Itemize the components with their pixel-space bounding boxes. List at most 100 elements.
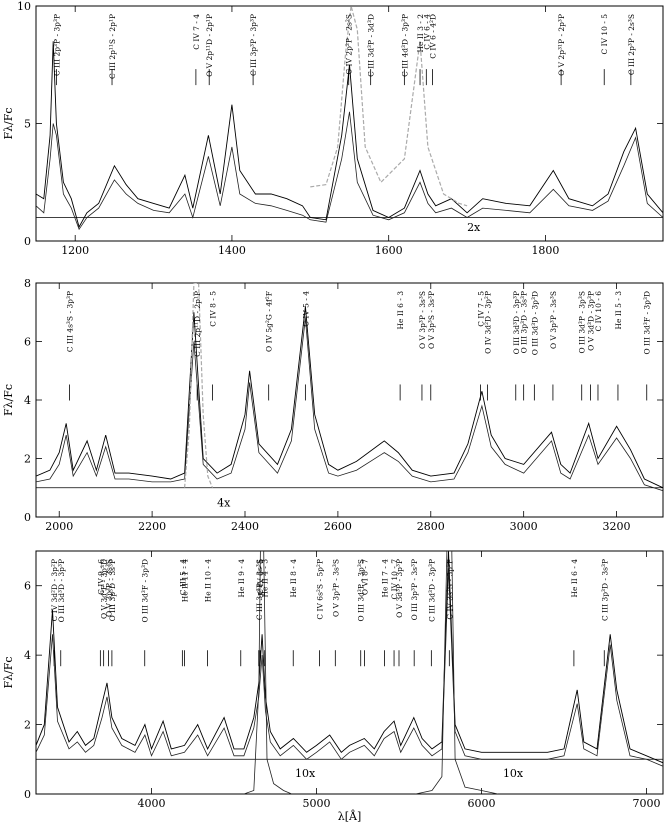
- y-tick-label: 10: [17, 0, 31, 13]
- line-annotation: O III 3d³D - 3p³D: [530, 291, 539, 355]
- line-annotation: C IV 10 - 6: [594, 291, 603, 332]
- line-annotation: C IV 6 - 4: [422, 14, 431, 50]
- line-annotation: O V 3d³P - 3p³P: [395, 559, 404, 618]
- y-tick-label: 0: [24, 788, 31, 801]
- series-line-1: [36, 318, 663, 492]
- line-annotation: C IV 7 - 4: [192, 14, 201, 50]
- series-line-2: [184, 283, 214, 489]
- line-annotation: He II 3 - 2: [416, 14, 425, 53]
- line-annotation: O V 3p³P - 3s³S: [331, 559, 340, 617]
- line-annotation: O V 3p³P - 3s³S: [105, 559, 114, 617]
- scale-note: 10x: [295, 767, 316, 780]
- scale-note: 4x: [217, 496, 231, 509]
- line-annotation: O V 2p³¹P - 2p³P: [557, 14, 566, 76]
- line-annotation: C III 3p³P - 3s³S: [255, 559, 264, 620]
- line-annotation: C IV 3s²S - 3p²P: [445, 559, 454, 620]
- series-line-2: [243, 551, 292, 794]
- line-annotation: He II 11 - 4: [181, 559, 190, 603]
- line-annotation: C III 5 - 4: [178, 559, 187, 595]
- y-axis-label: Fλ/Fc: [2, 656, 15, 688]
- line-annotation: C IV 10 - 7: [390, 559, 399, 600]
- x-tick-label: 4000: [138, 797, 166, 810]
- x-tick-label: 3200: [603, 520, 631, 533]
- scale-note: 2x: [467, 221, 481, 234]
- line-annotation: O V 3d³F - 3p³D: [100, 559, 109, 619]
- line-annotation: He II 10 - 4: [203, 559, 212, 603]
- line-annotation: C IV 7 - 5: [476, 291, 485, 327]
- x-axis-label: λ[Å]: [338, 809, 362, 823]
- y-tick-label: 4: [24, 649, 31, 662]
- line-annotation: C III 2p¹¹S - 2p¹P: [108, 14, 117, 79]
- y-tick-label: 4: [24, 394, 31, 407]
- x-tick-label: 3000: [510, 520, 538, 533]
- line-annotation: O III 3p³D - 3s³P: [108, 559, 117, 621]
- line-annotation: O V 3d³D - 3p³P: [587, 291, 596, 351]
- line-annotation: O IV 5g²G - 4f²F: [265, 291, 274, 352]
- line-annotation: O III 3d³D - 3p³P: [57, 559, 66, 622]
- line-annotation: He II 7 - 4: [380, 559, 389, 598]
- line-annotation: O V 2p¹¹D - 2p¹P: [205, 14, 214, 77]
- x-tick-label: 7000: [633, 797, 661, 810]
- x-tick-label: 1800: [531, 244, 559, 257]
- line-annotation: C IV 5 - 4: [301, 291, 310, 327]
- line-annotation: He II 6 - 4: [570, 559, 579, 598]
- line-annotation: O III 3d³P - 3p³S: [578, 291, 587, 353]
- y-tick-label: 8: [24, 277, 31, 290]
- line-annotation: He II 4 - 3: [261, 559, 270, 598]
- x-tick-label: 1400: [218, 244, 246, 257]
- line-annotation: O III 3d³F - 3p³D: [643, 291, 652, 354]
- line-annotation: He II 6 - 3: [396, 291, 405, 330]
- x-tick-label: 2200: [138, 520, 166, 533]
- series-line-0: [36, 306, 663, 489]
- line-annotation: C IV 6 - 5: [256, 559, 265, 595]
- scale-note: 10x: [503, 767, 524, 780]
- x-tick-label: 2000: [45, 520, 73, 533]
- line-annotation: O V 3p³P - 3s³S: [549, 291, 558, 349]
- x-tick-label: 1600: [375, 244, 403, 257]
- line-annotation: O III 3d³P - 3p³S: [357, 559, 366, 621]
- line-annotation: O III 3d³D - 3p³P: [512, 291, 521, 354]
- x-tick-label: 2400: [231, 520, 259, 533]
- x-tick-label: 1200: [61, 244, 89, 257]
- y-axis-label: Fλ/Fc: [2, 107, 15, 139]
- y-axis-label: Fλ/Fc: [2, 384, 15, 416]
- line-annotation: He II 5 - 3: [614, 291, 623, 330]
- y-tick-label: 6: [24, 336, 31, 349]
- x-tick-label: 6000: [468, 797, 496, 810]
- line-annotation: C III 3d³P - 3d³D: [367, 14, 376, 77]
- y-tick-label: 0: [24, 511, 31, 524]
- line-annotation: C IV 2p²P - 2s²S: [345, 14, 354, 75]
- line-annotation: O V 3p³P - 3s³S: [418, 291, 427, 349]
- series-line-3: [415, 551, 499, 794]
- line-annotation: C IV 6 - 4²D: [429, 14, 438, 59]
- line-annotation: C III 2p³P - 3p³P: [52, 14, 61, 76]
- line-annotation: O VI 8 - 7: [361, 559, 370, 595]
- line-annotation: C III 4s³S - 3p³P: [65, 291, 74, 352]
- y-tick-label: 5: [24, 118, 31, 131]
- x-tick-label: 2600: [324, 520, 352, 533]
- plot-frame: [35, 550, 664, 795]
- line-annotation: C IV 6s²S - 5p²P: [315, 559, 324, 620]
- plot-frame: [35, 282, 664, 518]
- line-annotation: O III 3p³D - 3s³P: [520, 291, 529, 353]
- line-annotation: C III 3p³P - 3p³P: [249, 14, 258, 76]
- series-line-0: [36, 41, 663, 229]
- line-annotation: C III 2p¹¹D - 2p¹P: [193, 291, 202, 357]
- panel-bottom: 4000 5000 6000 7000 0 2 4 6 Fλ/Fc λ[Å] 10x 10x C IV …: [2, 550, 664, 823]
- y-tick-label: 2: [24, 453, 31, 466]
- line-annotation: C III 2p³P - 2s³S: [627, 14, 636, 75]
- line-annotation: O III 3d³F - 3p³D: [141, 559, 150, 622]
- y-tick-label: 6: [24, 580, 31, 593]
- line-annotation: O IV 3d²D - 3p²P: [483, 291, 492, 354]
- line-annotation: C IV 8 - 5: [208, 291, 217, 327]
- line-annotation: O III 3p³P - 3s³P: [410, 559, 419, 620]
- x-tick-label: 5000: [303, 797, 331, 810]
- panel-middle: 2000 2200 2400 2600 2800 3000 3200 0 2 4 6 8 Fλ/Fc 4x…: [2, 277, 664, 533]
- y-tick-label: 0: [24, 235, 31, 248]
- x-tick-label: 2800: [417, 520, 445, 533]
- y-tick-label: 2: [24, 719, 31, 732]
- line-annotation: C III 4d³D - 3p³P: [400, 14, 409, 77]
- line-annotation: C IV 3d²D - 3p²P: [50, 559, 59, 621]
- line-annotation: He II 9 - 4: [237, 559, 246, 598]
